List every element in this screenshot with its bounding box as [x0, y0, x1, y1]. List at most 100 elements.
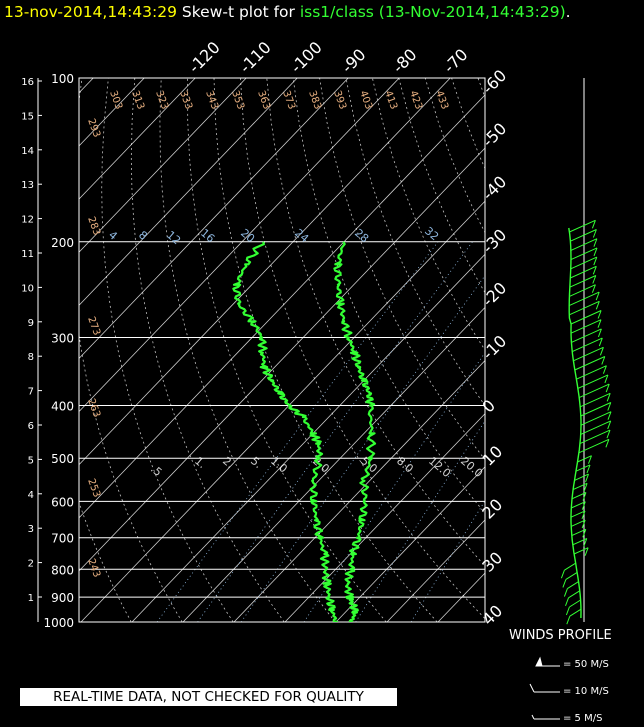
theta-label: 403	[357, 89, 374, 111]
isotherm-line	[437, 572, 485, 622]
wind-barb-feather	[581, 501, 586, 510]
dry-adiabat-line	[266, 78, 485, 567]
height-tick-label: 3	[28, 524, 34, 535]
isotherm-label: -100	[287, 38, 326, 77]
title-period: .	[565, 3, 571, 21]
wind-barb	[569, 608, 582, 617]
mixing-ratio-label: 5.	[248, 454, 264, 471]
isotherm-label: -50	[478, 119, 510, 151]
height-tick-label: 1	[28, 593, 34, 604]
wind-barb-feather	[593, 238, 598, 247]
isobar-lines	[79, 77, 485, 623]
height-tick-label: 16	[21, 77, 34, 88]
wind-barb	[580, 411, 612, 426]
wind-barb-feather	[582, 492, 587, 501]
theta-label: 243	[85, 557, 102, 579]
mixing-ratio-label: 28	[352, 226, 371, 245]
wind-barb	[568, 590, 580, 599]
isotherm-line	[284, 413, 485, 622]
theta-label: 383	[306, 89, 323, 111]
sounding-traces	[232, 241, 377, 622]
isotherm-line	[0, 78, 42, 622]
axis-labels: 1002003004005006007008009001000123456789…	[21, 38, 510, 630]
wind-barb	[572, 538, 588, 546]
wind-barb	[564, 562, 576, 571]
dry-adiabat-line	[292, 78, 485, 514]
pressure-tick-label: 1000	[43, 616, 74, 630]
mixing-ratio-line	[490, 242, 644, 622]
isotherm-label: -110	[236, 38, 275, 77]
height-tick-label: 9	[28, 318, 34, 329]
wind-barb-feather	[606, 429, 611, 439]
mixing-ratio-label: 8	[136, 228, 150, 242]
mixing-ratio-line	[531, 242, 644, 622]
wind-profile-stem	[568, 227, 582, 619]
wind-barb-feather	[591, 220, 596, 229]
dry-adiabat-line	[319, 78, 485, 461]
wind-barb	[570, 256, 598, 270]
wind-barb-feather	[562, 579, 567, 588]
wind-barb-feather	[586, 464, 591, 474]
mixing-ratio-label: 16	[198, 226, 217, 245]
wind-barb	[570, 229, 597, 242]
wind-barb	[570, 238, 598, 251]
wind-barb	[578, 438, 610, 454]
wind-barb	[569, 599, 581, 608]
pressure-tick-label: 100	[51, 72, 74, 86]
dry-adiabat-line	[79, 78, 183, 622]
isotherm-label: 20	[478, 495, 506, 523]
wind-barb	[570, 247, 598, 261]
isotherm-line	[79, 94, 485, 519]
wind-barb	[573, 547, 589, 555]
height-tick-label: 12	[21, 215, 34, 226]
wind-barb-feather	[560, 570, 565, 579]
isotherm-line	[80, 200, 485, 622]
wind-barb-feather	[583, 483, 588, 492]
mixing-ratio-line	[197, 241, 473, 622]
height-tick-label: 2	[28, 559, 34, 570]
title-timestamp: 13-nov-2014,14:43:29	[4, 3, 177, 21]
isotherm-label: -120	[185, 38, 224, 77]
pressure-tick-label: 300	[51, 332, 74, 346]
theta-label: 273	[85, 315, 102, 337]
wind-barb-feather	[607, 411, 612, 420]
title-source: iss1/class (13-Nov-2014,14:43:29)	[299, 3, 566, 21]
isotherm-label: -90	[338, 45, 370, 77]
wind-barb-feather	[599, 347, 604, 356]
wind-barb-feather	[607, 420, 612, 430]
wind-barb	[579, 392, 611, 408]
theta-label: 433	[433, 89, 450, 111]
wind-barb	[577, 374, 609, 389]
wind-barb-feather	[592, 275, 597, 284]
wind-barb-feather	[598, 337, 603, 347]
pressure-tick-label: 400	[51, 400, 74, 414]
theta-label: 293	[85, 117, 102, 139]
isotherm-label: -20	[478, 278, 510, 310]
wind-barb-feather	[605, 383, 610, 393]
theta-label: 263	[85, 397, 102, 419]
isotherm-label: 30	[478, 548, 506, 576]
wind-barb	[576, 365, 607, 380]
dry-adiabat-line	[504, 78, 644, 622]
dry-adiabat-line	[213, 78, 438, 622]
wind-barb-feather	[597, 328, 602, 338]
wind-barb	[571, 501, 586, 509]
isotherm-line	[79, 78, 196, 200]
wind-barb-feather	[605, 439, 610, 448]
wind-barb	[570, 310, 602, 325]
wind-barb	[569, 284, 596, 297]
pressure-tick-label: 600	[51, 495, 74, 509]
legend-label-50: = 50 M/S	[563, 659, 609, 670]
page-title: 13-nov-2014,14:43:29 Skew-t plot for iss…	[4, 3, 571, 21]
wind-barb	[574, 356, 606, 371]
wind-barb	[569, 300, 600, 316]
dry-adiabat-line	[345, 78, 485, 407]
wind-barb-feather	[592, 266, 597, 275]
theta-label: 283	[85, 215, 102, 237]
pressure-tick-label: 900	[51, 591, 74, 605]
mixing-ratio-label: 12	[164, 228, 183, 247]
isotherm-line	[182, 306, 485, 622]
theta-label: 413	[382, 89, 399, 111]
dry-adiabat-line	[424, 78, 485, 234]
